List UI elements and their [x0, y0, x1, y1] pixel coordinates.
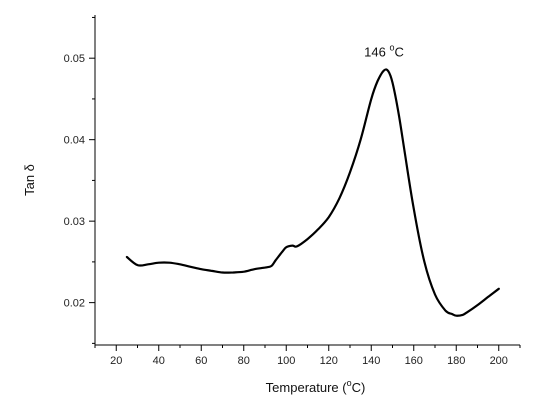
y-tick-label: 0.02	[64, 298, 85, 310]
axes	[94, 15, 520, 346]
peak-annotation: 146 oC	[364, 43, 404, 60]
y-tick-label: 0.04	[64, 135, 85, 147]
x-tick-label: 140	[362, 355, 380, 367]
x-tick-label: 180	[447, 355, 465, 367]
y-axis-ticks: 0.02 0.03 0.04 0.05	[64, 16, 95, 344]
x-tick-label: 80	[238, 355, 250, 367]
x-tick-label: 160	[405, 355, 423, 367]
y-tick-label: 0.05	[64, 53, 85, 65]
x-tick-label: 100	[277, 355, 295, 367]
plot-area	[125, 68, 500, 317]
annotations: 146 oC	[364, 43, 404, 60]
x-tick-label: 200	[490, 355, 508, 367]
x-axis-ticks: 20 40 60 80 100 120 140 160 180 200	[94, 345, 521, 367]
y-axis-title: Tan δ	[22, 164, 37, 196]
y-tick-label: 0.03	[64, 216, 85, 228]
x-tick-label: 20	[110, 355, 122, 367]
x-tick-label: 120	[320, 355, 338, 367]
x-axis-title: Temperature (oC)	[266, 378, 366, 395]
x-tick-label: 60	[195, 355, 207, 367]
tan-delta-series-line	[125, 68, 500, 317]
x-tick-label: 40	[153, 355, 165, 367]
